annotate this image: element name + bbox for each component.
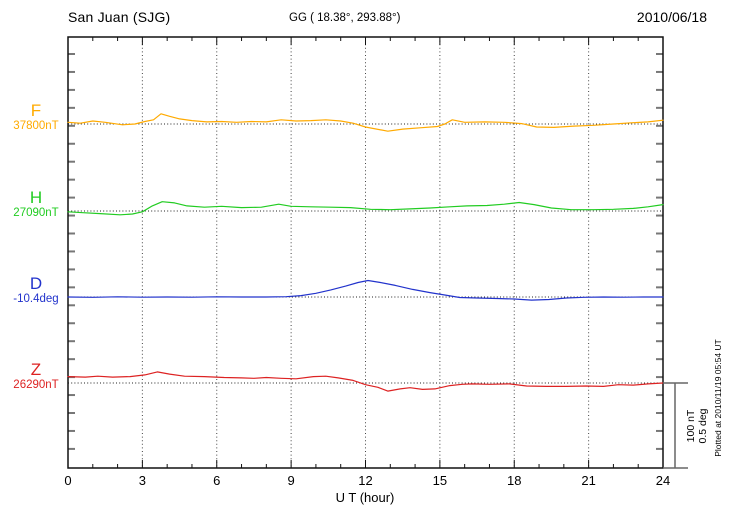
x-tick-label-21: 21 bbox=[581, 473, 596, 488]
scale-bar-label-nt: 100 nT bbox=[685, 409, 697, 443]
x-axis-ticks bbox=[67, 37, 664, 468]
trace-D bbox=[67, 279, 664, 301]
x-tick-label-24: 24 bbox=[655, 473, 671, 488]
channel-baseline-H: 27090nT bbox=[13, 207, 59, 219]
scale-bar-label-deg: 0.5 deg bbox=[697, 408, 709, 444]
y-axis-ticks bbox=[68, 53, 663, 450]
x-tick-label-15: 15 bbox=[432, 473, 448, 488]
channel-baseline-F: 37800nT bbox=[13, 120, 59, 132]
x-tick-label-9: 9 bbox=[287, 473, 295, 488]
amplitude-scale-bar bbox=[663, 382, 688, 469]
trace-F bbox=[67, 113, 664, 132]
gridlines bbox=[141, 37, 590, 468]
x-tick-label-3: 3 bbox=[138, 473, 146, 488]
plotted-at-note: Plotted at 2010/11/19 05:54 UT bbox=[713, 339, 723, 457]
x-tick-label-6: 6 bbox=[213, 473, 221, 488]
channel-label-F: F 37800nT bbox=[4, 101, 68, 133]
trace-H bbox=[67, 201, 664, 216]
channel-letter-H: H bbox=[29, 188, 43, 207]
x-tick-label-18: 18 bbox=[507, 473, 522, 488]
x-tick-label-0: 0 bbox=[64, 473, 72, 488]
plot-frame bbox=[67, 36, 664, 469]
channel-label-Z: Z 26290nT bbox=[4, 360, 68, 392]
plot-date: 2010/06/18 bbox=[636, 9, 707, 25]
station-title: San Juan (SJG) bbox=[68, 9, 171, 25]
channel-label-H: H 27090nT bbox=[4, 188, 68, 220]
geographic-coordinates: GG ( 18.38°, 293.88°) bbox=[289, 12, 401, 24]
x-axis-title: U T (hour) bbox=[335, 490, 395, 505]
channel-letter-Z: Z bbox=[30, 360, 42, 379]
channel-baseline-D: -10.4deg bbox=[13, 293, 59, 305]
x-tick-label-12: 12 bbox=[358, 473, 373, 488]
trace-Z bbox=[67, 371, 664, 392]
channel-letter-F: F bbox=[30, 101, 42, 120]
channel-label-D: D -10.4deg bbox=[4, 274, 68, 306]
channel-baseline-Z: 26290nT bbox=[13, 379, 59, 391]
channel-letter-D: D bbox=[29, 274, 43, 293]
